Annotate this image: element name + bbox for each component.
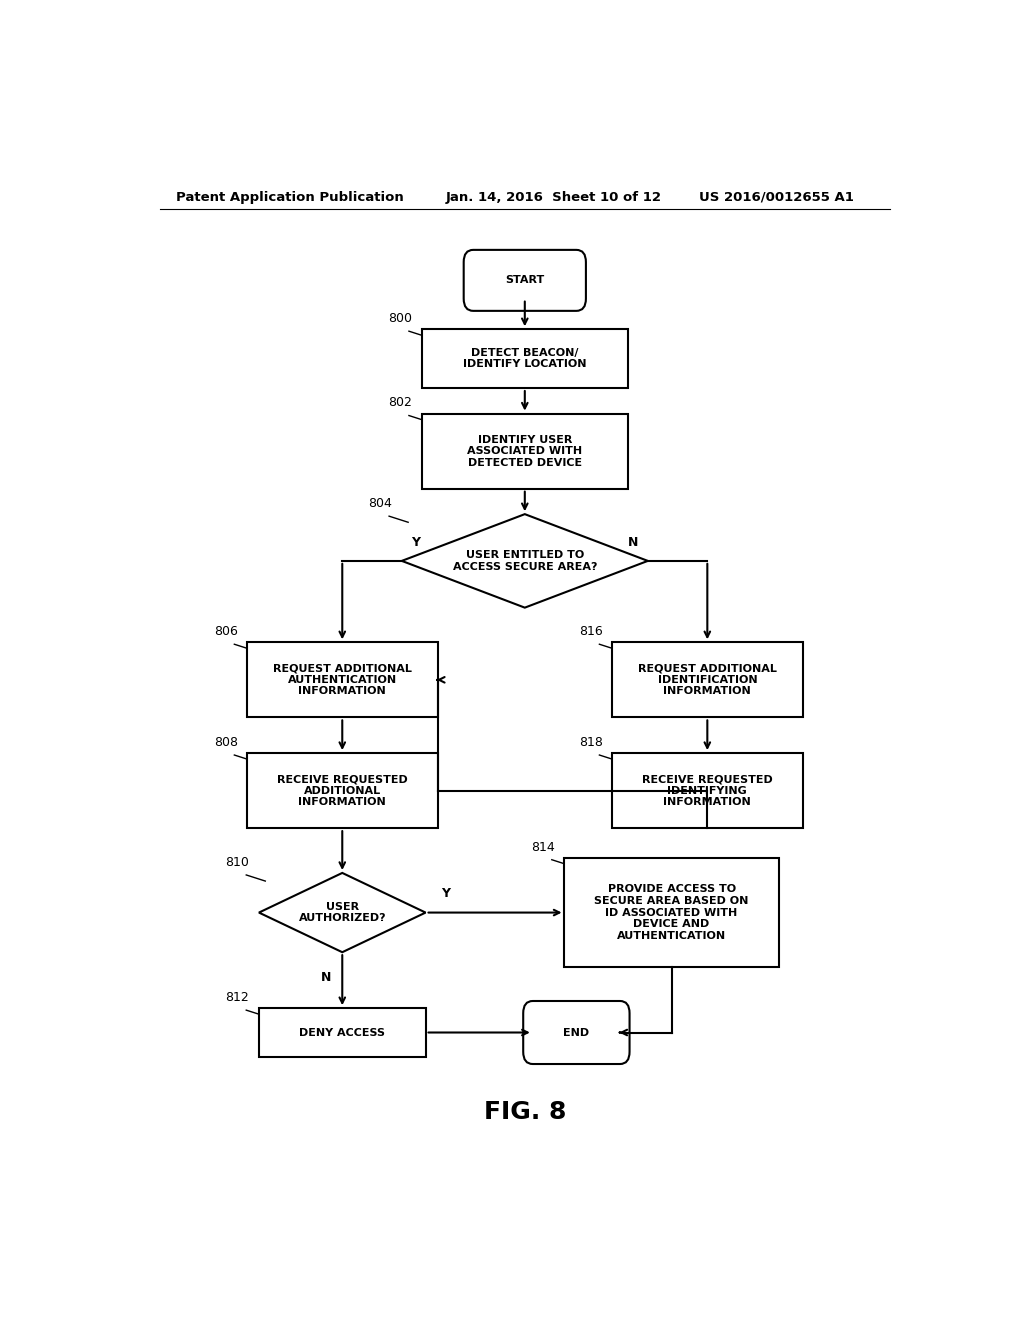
Text: 818: 818	[579, 737, 603, 748]
Text: RECEIVE REQUESTED
IDENTIFYING
INFORMATION: RECEIVE REQUESTED IDENTIFYING INFORMATIO…	[642, 774, 773, 808]
Text: END: END	[563, 1027, 590, 1038]
Bar	[247, 643, 437, 718]
Bar	[564, 858, 779, 968]
Text: DETECT BEACON/
IDENTIFY LOCATION: DETECT BEACON/ IDENTIFY LOCATION	[463, 348, 587, 370]
Text: N: N	[322, 970, 332, 983]
Polygon shape	[401, 515, 648, 607]
Text: 814: 814	[531, 841, 555, 854]
Text: FIG. 8: FIG. 8	[483, 1100, 566, 1123]
Text: 806: 806	[214, 626, 238, 638]
Text: 816: 816	[579, 626, 602, 638]
FancyBboxPatch shape	[464, 249, 586, 312]
Text: 808: 808	[214, 737, 238, 748]
Text: USER
AUTHORIZED?: USER AUTHORIZED?	[298, 902, 386, 924]
Bar	[612, 752, 803, 828]
Text: PROVIDE ACCESS TO
SECURE AREA BASED ON
ID ASSOCIATED WITH
DEVICE AND
AUTHENTICAT: PROVIDE ACCESS TO SECURE AREA BASED ON I…	[594, 884, 749, 941]
Text: Y: Y	[441, 887, 450, 900]
Text: DENY ACCESS: DENY ACCESS	[299, 1027, 385, 1038]
Text: REQUEST ADDITIONAL
AUTHENTICATION
INFORMATION: REQUEST ADDITIONAL AUTHENTICATION INFORM…	[272, 663, 412, 697]
Bar	[612, 643, 803, 718]
Text: US 2016/0012655 A1: US 2016/0012655 A1	[699, 190, 854, 203]
Bar	[422, 329, 628, 388]
Bar	[422, 413, 628, 488]
Text: 804: 804	[369, 498, 392, 510]
Text: START: START	[505, 276, 545, 285]
Text: N: N	[629, 536, 639, 549]
Text: 810: 810	[225, 855, 250, 869]
Polygon shape	[259, 873, 426, 952]
Text: Patent Application Publication: Patent Application Publication	[176, 190, 403, 203]
Text: 800: 800	[388, 312, 413, 325]
Bar	[259, 1008, 426, 1057]
Text: USER ENTITLED TO
ACCESS SECURE AREA?: USER ENTITLED TO ACCESS SECURE AREA?	[453, 550, 597, 572]
Text: Y: Y	[412, 536, 421, 549]
Text: 802: 802	[388, 396, 413, 409]
Text: RECEIVE REQUESTED
ADDITIONAL
INFORMATION: RECEIVE REQUESTED ADDITIONAL INFORMATION	[276, 774, 408, 808]
Text: REQUEST ADDITIONAL
IDENTIFICATION
INFORMATION: REQUEST ADDITIONAL IDENTIFICATION INFORM…	[638, 663, 777, 697]
Bar	[247, 752, 437, 828]
FancyBboxPatch shape	[523, 1001, 630, 1064]
Text: Jan. 14, 2016  Sheet 10 of 12: Jan. 14, 2016 Sheet 10 of 12	[445, 190, 662, 203]
Text: IDENTIFY USER
ASSOCIATED WITH
DETECTED DEVICE: IDENTIFY USER ASSOCIATED WITH DETECTED D…	[467, 434, 583, 467]
Text: 812: 812	[225, 991, 250, 1005]
